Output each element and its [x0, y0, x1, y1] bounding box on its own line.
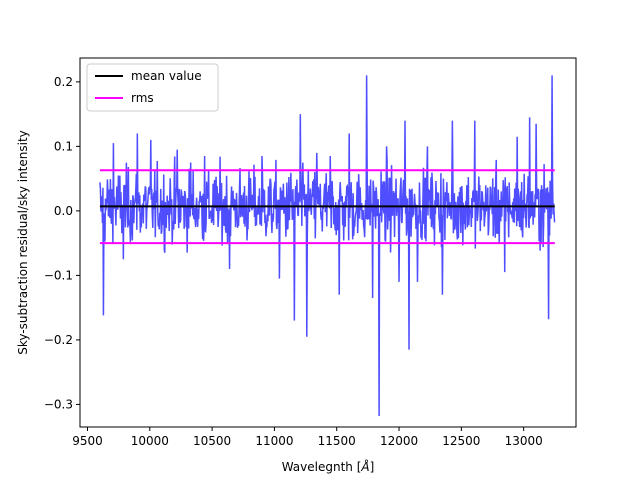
x-tick-label: 12000 — [380, 434, 418, 448]
x-tick-label: 11000 — [255, 434, 293, 448]
legend-label-mean: mean value — [131, 69, 202, 83]
y-tick-label: −0.3 — [44, 397, 73, 411]
y-tick-label: 0.1 — [54, 139, 73, 153]
y-tick-label: −0.2 — [44, 333, 73, 347]
legend: mean value rms — [86, 63, 219, 112]
x-tick-label: 10000 — [131, 434, 169, 448]
y-tick-label: 0.0 — [54, 204, 73, 218]
y-tick-label: −0.1 — [44, 268, 73, 282]
series-layer — [99, 75, 556, 417]
x-tick-label: 12500 — [442, 434, 480, 448]
x-axis-label: Wavelegnth [Å] — [282, 459, 375, 474]
x-tick-label: 13000 — [505, 434, 543, 448]
y-axis-label: Sky-subtraction residual/sky intensity — [16, 130, 30, 355]
residual-series-line — [99, 75, 556, 417]
y-axis-ticks: −0.3 −0.2 −0.1 0.0 0.1 0.2 — [44, 75, 80, 411]
x-tick-label: 10500 — [193, 434, 231, 448]
x-axis-unit: Å — [360, 459, 369, 474]
legend-label-rms: rms — [131, 91, 154, 105]
x-tick-label: 9500 — [72, 434, 103, 448]
y-tick-label: 0.2 — [54, 75, 73, 89]
x-tick-label: 11500 — [318, 434, 356, 448]
axes-frame — [79, 57, 577, 428]
x-axis-ticks: 9500 10000 10500 11000 11500 12000 12500 13000 — [72, 427, 543, 448]
